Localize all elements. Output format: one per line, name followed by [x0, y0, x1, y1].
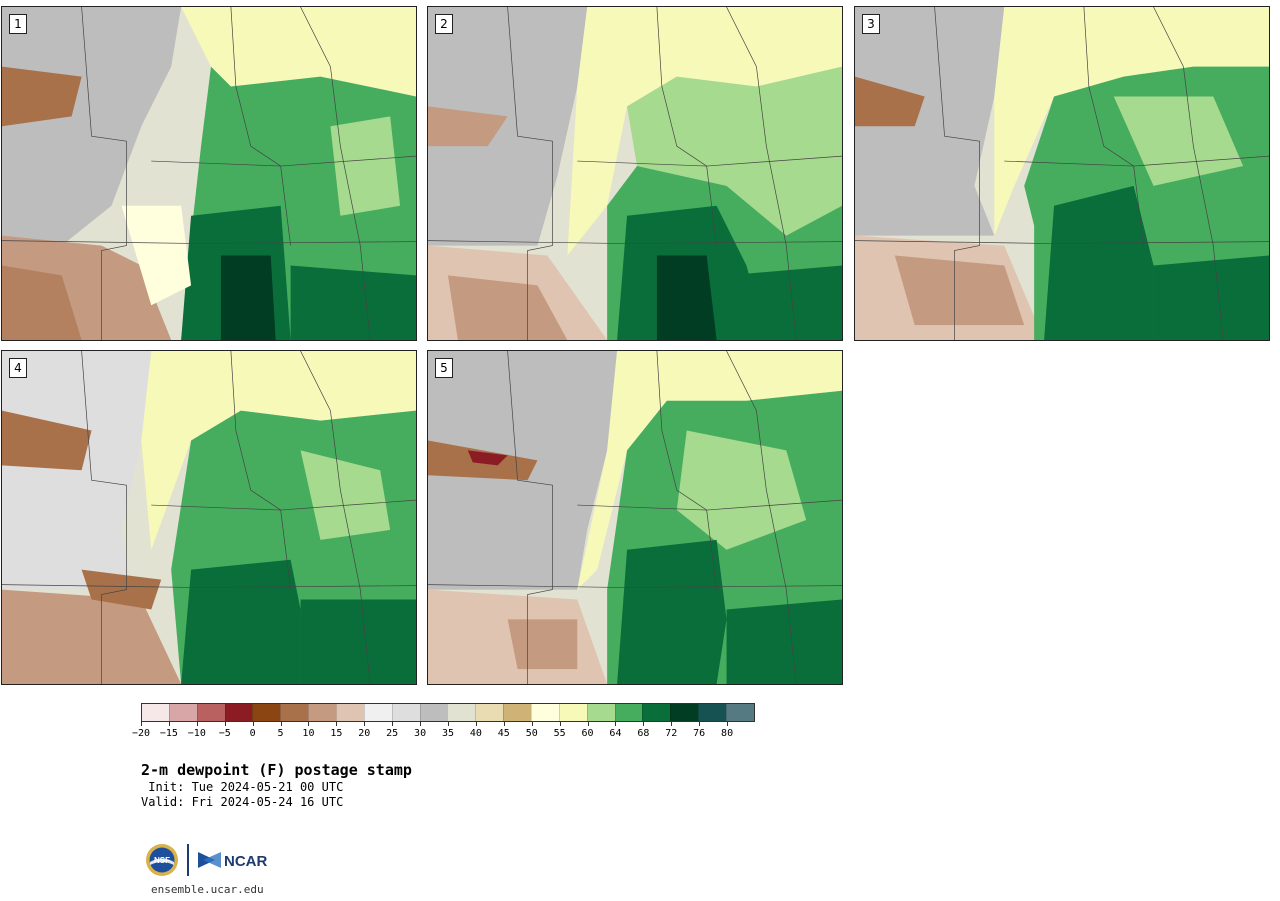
colorbar-tick-label: −10 — [187, 728, 206, 739]
nsf-logo-text: NSF — [154, 856, 170, 865]
colorbar-tick — [308, 722, 310, 726]
dewpoint-map-5 — [428, 351, 842, 684]
colorbar-tick — [364, 722, 366, 726]
colorbar-swatch — [391, 704, 420, 721]
panel-label: 3 — [862, 14, 880, 34]
colorbar-swatch — [726, 704, 754, 721]
init-time: Init: Tue 2024-05-21 00 UTC — [141, 780, 344, 794]
colorbar-tick-label: 72 — [665, 728, 678, 739]
colorbar-tick-label: 10 — [302, 728, 315, 739]
colorbar-tick-label: −15 — [159, 728, 178, 739]
panel-label: 5 — [435, 358, 453, 378]
colorbar-swatch — [503, 704, 532, 721]
colorbar-tick-label: 45 — [497, 728, 510, 739]
colorbar-swatch — [363, 704, 392, 721]
colorbar-tick-label: 80 — [721, 728, 734, 739]
colorbar-swatch — [447, 704, 476, 721]
map-panel-4: 4 — [1, 350, 417, 685]
dewpoint-map-3 — [855, 7, 1269, 340]
colorbar-tick-label: 25 — [386, 728, 399, 739]
colorbar-swatch — [531, 704, 559, 721]
colorbar-tick — [168, 722, 170, 726]
colorbar-tick — [503, 722, 505, 726]
colorbar-tick — [615, 722, 617, 726]
map-panel-3: 3 — [854, 6, 1270, 341]
colorbar-swatch — [586, 704, 615, 721]
panel-label: 2 — [435, 14, 453, 34]
colorbar-tick-label: 5 — [277, 728, 284, 739]
colorbar-swatch — [308, 704, 337, 721]
colorbar-ticks: −20 −15 −10 −5 0 5 10 15 20 25 30 35 40 45 50 55 60 64 68 7… — [132, 722, 755, 746]
colorbar-tick-label: 0 — [249, 728, 256, 739]
colorbar-tick-label: 20 — [358, 728, 371, 739]
colorbar-tick — [280, 722, 282, 726]
colorbar-tick — [699, 722, 701, 726]
colorbar-tick — [420, 722, 422, 726]
colorbar-swatch — [670, 704, 699, 721]
colorbar-tick-label: −20 — [131, 728, 151, 739]
colorbar-tick — [448, 722, 449, 726]
colorbar-tick-label: 35 — [441, 728, 455, 739]
colorbar-tick-label: 68 — [637, 728, 650, 739]
colorbar-swatch — [280, 704, 309, 721]
map-title: 2-m dewpoint (F) postage stamp — [141, 761, 412, 779]
colorbar-swatch — [224, 704, 253, 721]
colorbar-swatch — [475, 704, 504, 721]
colorbar-tick-label: 64 — [609, 728, 622, 739]
colorbar-swatch — [252, 704, 281, 721]
colorbar-swatch — [196, 704, 225, 721]
colorbar-tick-label: 40 — [469, 728, 482, 739]
colorbar-tick — [587, 722, 589, 726]
colorbar-swatch — [419, 704, 448, 721]
colorbar-tick — [196, 722, 198, 726]
colorbar-tick-label: 30 — [414, 728, 427, 739]
colorbar — [141, 703, 755, 722]
colorbar-tick — [671, 722, 673, 726]
colorbar-tick — [475, 722, 477, 726]
colorbar-tick — [727, 722, 729, 726]
dewpoint-map-1 — [2, 7, 416, 340]
colorbar-tick — [643, 722, 645, 726]
colorbar-tick-label: 60 — [581, 728, 594, 739]
map-panel-5: 5 — [427, 350, 843, 685]
panel-label: 1 — [9, 14, 27, 34]
colorbar-swatch — [336, 704, 364, 721]
valid-time: Valid: Fri 2024-05-24 16 UTC — [141, 795, 344, 809]
colorbar-tick — [252, 722, 254, 726]
colorbar-tick — [141, 722, 142, 726]
colorbar-tick-label: 15 — [330, 728, 343, 739]
colorbar-tick — [224, 722, 226, 726]
colorbar-swatch — [642, 704, 671, 721]
dewpoint-map-4 — [2, 351, 416, 684]
ncar-logo-text: NCAR — [224, 853, 267, 870]
colorbar-swatch — [698, 704, 727, 721]
nsf-logo-icon: NSF — [146, 844, 178, 876]
colorbar-tick — [531, 722, 533, 726]
colorbar-tick-label: −5 — [218, 728, 231, 739]
colorbar-tick — [392, 722, 394, 726]
logo-divider — [187, 844, 189, 876]
colorbar-tick-label: 55 — [553, 728, 566, 739]
map-panel-2: 2 — [427, 6, 843, 341]
colorbar-tick-label: 50 — [525, 728, 538, 739]
panel-label: 4 — [9, 358, 27, 378]
ncar-logo-icon: NCAR — [198, 852, 267, 870]
site-url: ensemble.ucar.edu — [151, 883, 264, 896]
colorbar-swatch — [142, 704, 169, 721]
colorbar-swatch — [558, 704, 587, 721]
colorbar-tick-label: 76 — [693, 728, 706, 739]
colorbar-swatch — [614, 704, 643, 721]
dewpoint-map-2 — [428, 7, 842, 340]
colorbar-tick — [559, 722, 561, 726]
colorbar-tick — [336, 722, 338, 726]
map-panel-1: 1 — [1, 6, 417, 341]
colorbar-swatch — [168, 704, 197, 721]
